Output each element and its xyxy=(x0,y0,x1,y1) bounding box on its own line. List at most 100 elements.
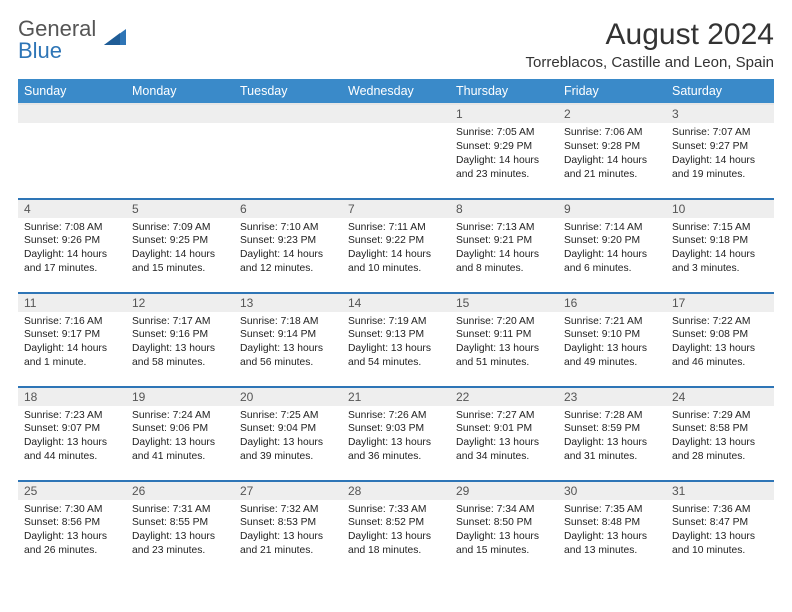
calendar-cell: 31Sunrise: 7:36 AMSunset: 8:47 PMDayligh… xyxy=(666,480,774,574)
calendar-week: 4Sunrise: 7:08 AMSunset: 9:26 PMDaylight… xyxy=(18,198,774,292)
day-number: 16 xyxy=(558,293,666,312)
day-header-row: Sunday Monday Tuesday Wednesday Thursday… xyxy=(18,79,774,104)
day-details: Sunrise: 7:24 AMSunset: 9:06 PMDaylight:… xyxy=(126,406,234,469)
sunrise-line: Sunrise: 7:11 AM xyxy=(348,221,444,235)
sunrise-line: Sunrise: 7:13 AM xyxy=(456,221,552,235)
calendar-cell: 15Sunrise: 7:20 AMSunset: 9:11 PMDayligh… xyxy=(450,292,558,386)
sunset-line: Sunset: 8:53 PM xyxy=(240,516,336,530)
calendar-week: 18Sunrise: 7:23 AMSunset: 9:07 PMDayligh… xyxy=(18,386,774,480)
day-details: Sunrise: 7:05 AMSunset: 9:29 PMDaylight:… xyxy=(450,123,558,186)
calendar-table: Sunday Monday Tuesday Wednesday Thursday… xyxy=(18,79,774,574)
sunrise-line: Sunrise: 7:34 AM xyxy=(456,503,552,517)
calendar-cell: 5Sunrise: 7:09 AMSunset: 9:25 PMDaylight… xyxy=(126,198,234,292)
daylight-line: Daylight: 13 hours and 51 minutes. xyxy=(456,342,552,370)
day-details: Sunrise: 7:27 AMSunset: 9:01 PMDaylight:… xyxy=(450,406,558,469)
day-number: 27 xyxy=(234,481,342,500)
daylight-line: Daylight: 14 hours and 3 minutes. xyxy=(672,248,768,276)
month-title: August 2024 xyxy=(526,18,774,52)
day-number: 26 xyxy=(126,481,234,500)
day-details: Sunrise: 7:30 AMSunset: 8:56 PMDaylight:… xyxy=(18,500,126,563)
day-details: Sunrise: 7:14 AMSunset: 9:20 PMDaylight:… xyxy=(558,218,666,281)
day-header: Thursday xyxy=(450,79,558,104)
sunrise-line: Sunrise: 7:14 AM xyxy=(564,221,660,235)
sunset-line: Sunset: 9:10 PM xyxy=(564,328,660,342)
day-details: Sunrise: 7:09 AMSunset: 9:25 PMDaylight:… xyxy=(126,218,234,281)
sunrise-line: Sunrise: 7:19 AM xyxy=(348,315,444,329)
daylight-line: Daylight: 13 hours and 46 minutes. xyxy=(672,342,768,370)
calendar-cell: 29Sunrise: 7:34 AMSunset: 8:50 PMDayligh… xyxy=(450,480,558,574)
calendar-cell: 13Sunrise: 7:18 AMSunset: 9:14 PMDayligh… xyxy=(234,292,342,386)
day-number: 30 xyxy=(558,481,666,500)
daylight-line: Daylight: 13 hours and 31 minutes. xyxy=(564,436,660,464)
day-number: 31 xyxy=(666,481,774,500)
day-header: Tuesday xyxy=(234,79,342,104)
daylight-line: Daylight: 14 hours and 8 minutes. xyxy=(456,248,552,276)
day-number: 1 xyxy=(450,105,558,123)
day-number: 2 xyxy=(558,105,666,123)
calendar-cell: 7Sunrise: 7:11 AMSunset: 9:22 PMDaylight… xyxy=(342,198,450,292)
sunset-line: Sunset: 9:11 PM xyxy=(456,328,552,342)
sunrise-line: Sunrise: 7:33 AM xyxy=(348,503,444,517)
daylight-line: Daylight: 13 hours and 44 minutes. xyxy=(24,436,120,464)
day-details: Sunrise: 7:17 AMSunset: 9:16 PMDaylight:… xyxy=(126,312,234,375)
day-details: Sunrise: 7:11 AMSunset: 9:22 PMDaylight:… xyxy=(342,218,450,281)
sunset-line: Sunset: 8:47 PM xyxy=(672,516,768,530)
day-number: 9 xyxy=(558,199,666,218)
calendar-cell: 9Sunrise: 7:14 AMSunset: 9:20 PMDaylight… xyxy=(558,198,666,292)
daylight-line: Daylight: 14 hours and 1 minute. xyxy=(24,342,120,370)
day-header: Monday xyxy=(126,79,234,104)
calendar-cell xyxy=(342,104,450,198)
sunset-line: Sunset: 9:28 PM xyxy=(564,140,660,154)
day-number: 19 xyxy=(126,387,234,406)
calendar-cell: 23Sunrise: 7:28 AMSunset: 8:59 PMDayligh… xyxy=(558,386,666,480)
sunset-line: Sunset: 9:27 PM xyxy=(672,140,768,154)
header: General Blue August 2024 Torreblacos, Ca… xyxy=(18,18,774,71)
day-number: 29 xyxy=(450,481,558,500)
daylight-line: Daylight: 14 hours and 19 minutes. xyxy=(672,154,768,182)
sunrise-line: Sunrise: 7:10 AM xyxy=(240,221,336,235)
sunrise-line: Sunrise: 7:05 AM xyxy=(456,126,552,140)
sunrise-line: Sunrise: 7:26 AM xyxy=(348,409,444,423)
sunrise-line: Sunrise: 7:08 AM xyxy=(24,221,120,235)
daylight-line: Daylight: 14 hours and 17 minutes. xyxy=(24,248,120,276)
calendar-cell: 6Sunrise: 7:10 AMSunset: 9:23 PMDaylight… xyxy=(234,198,342,292)
sunrise-line: Sunrise: 7:20 AM xyxy=(456,315,552,329)
sunset-line: Sunset: 9:18 PM xyxy=(672,234,768,248)
day-details: Sunrise: 7:36 AMSunset: 8:47 PMDaylight:… xyxy=(666,500,774,563)
location-subtitle: Torreblacos, Castille and Leon, Spain xyxy=(526,54,774,71)
sunset-line: Sunset: 9:22 PM xyxy=(348,234,444,248)
daylight-line: Daylight: 13 hours and 23 minutes. xyxy=(132,530,228,558)
calendar-cell: 21Sunrise: 7:26 AMSunset: 9:03 PMDayligh… xyxy=(342,386,450,480)
daylight-line: Daylight: 14 hours and 21 minutes. xyxy=(564,154,660,182)
daylight-line: Daylight: 13 hours and 36 minutes. xyxy=(348,436,444,464)
sunset-line: Sunset: 8:50 PM xyxy=(456,516,552,530)
day-details: Sunrise: 7:25 AMSunset: 9:04 PMDaylight:… xyxy=(234,406,342,469)
calendar-cell: 4Sunrise: 7:08 AMSunset: 9:26 PMDaylight… xyxy=(18,198,126,292)
sunrise-line: Sunrise: 7:16 AM xyxy=(24,315,120,329)
day-header: Saturday xyxy=(666,79,774,104)
sunrise-line: Sunrise: 7:27 AM xyxy=(456,409,552,423)
calendar-cell: 24Sunrise: 7:29 AMSunset: 8:58 PMDayligh… xyxy=(666,386,774,480)
day-number: 7 xyxy=(342,199,450,218)
sunrise-line: Sunrise: 7:09 AM xyxy=(132,221,228,235)
daylight-line: Daylight: 13 hours and 18 minutes. xyxy=(348,530,444,558)
day-number: 13 xyxy=(234,293,342,312)
calendar-cell: 10Sunrise: 7:15 AMSunset: 9:18 PMDayligh… xyxy=(666,198,774,292)
day-number: 24 xyxy=(666,387,774,406)
sunrise-line: Sunrise: 7:07 AM xyxy=(672,126,768,140)
sunset-line: Sunset: 8:59 PM xyxy=(564,422,660,436)
calendar-cell: 18Sunrise: 7:23 AMSunset: 9:07 PMDayligh… xyxy=(18,386,126,480)
sunrise-line: Sunrise: 7:24 AM xyxy=(132,409,228,423)
daylight-line: Daylight: 13 hours and 34 minutes. xyxy=(456,436,552,464)
sunset-line: Sunset: 9:13 PM xyxy=(348,328,444,342)
day-number: 12 xyxy=(126,293,234,312)
sunset-line: Sunset: 9:21 PM xyxy=(456,234,552,248)
day-details: Sunrise: 7:26 AMSunset: 9:03 PMDaylight:… xyxy=(342,406,450,469)
calendar-cell: 1Sunrise: 7:05 AMSunset: 9:29 PMDaylight… xyxy=(450,104,558,198)
day-details: Sunrise: 7:22 AMSunset: 9:08 PMDaylight:… xyxy=(666,312,774,375)
day-details: Sunrise: 7:15 AMSunset: 9:18 PMDaylight:… xyxy=(666,218,774,281)
calendar-cell xyxy=(234,104,342,198)
calendar-cell xyxy=(18,104,126,198)
daylight-line: Daylight: 14 hours and 6 minutes. xyxy=(564,248,660,276)
day-details: Sunrise: 7:19 AMSunset: 9:13 PMDaylight:… xyxy=(342,312,450,375)
